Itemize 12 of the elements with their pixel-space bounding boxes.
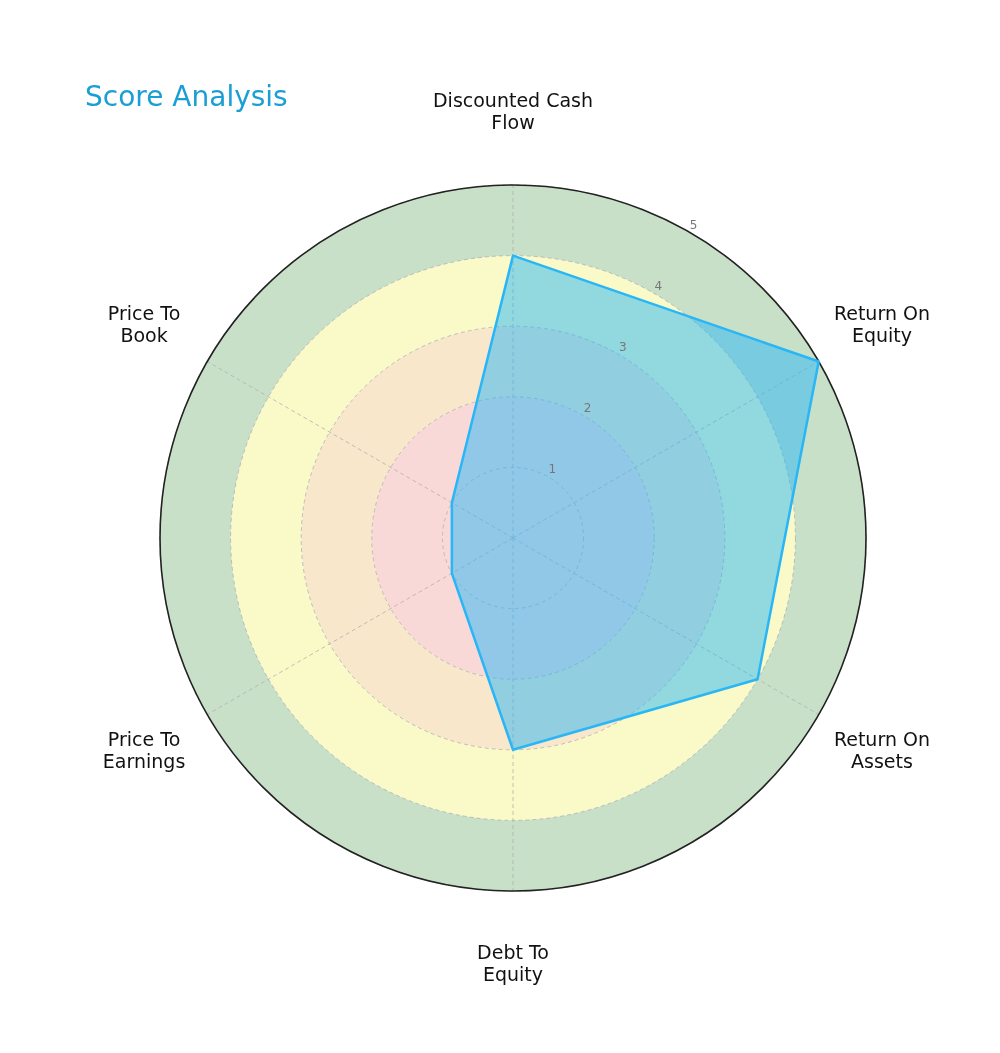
y-tick-label: 1 <box>548 462 557 477</box>
y-tick-label: 2 <box>583 401 592 416</box>
y-tick-label: 5 <box>689 217 698 232</box>
y-tick-label: 4 <box>654 279 663 294</box>
spoke-label: Debt To Equity <box>477 940 549 985</box>
spoke-label: Price To Earnings <box>102 727 186 772</box>
spoke-label: Discounted Cash Flow <box>432 88 594 133</box>
chart-title: Score Analysis <box>85 80 288 113</box>
spoke-label: Return On Equity <box>833 301 930 346</box>
y-tick-label: 3 <box>619 340 627 355</box>
spoke-label: Return On Assets <box>833 727 930 772</box>
spoke-label: Price To Book <box>107 301 181 346</box>
